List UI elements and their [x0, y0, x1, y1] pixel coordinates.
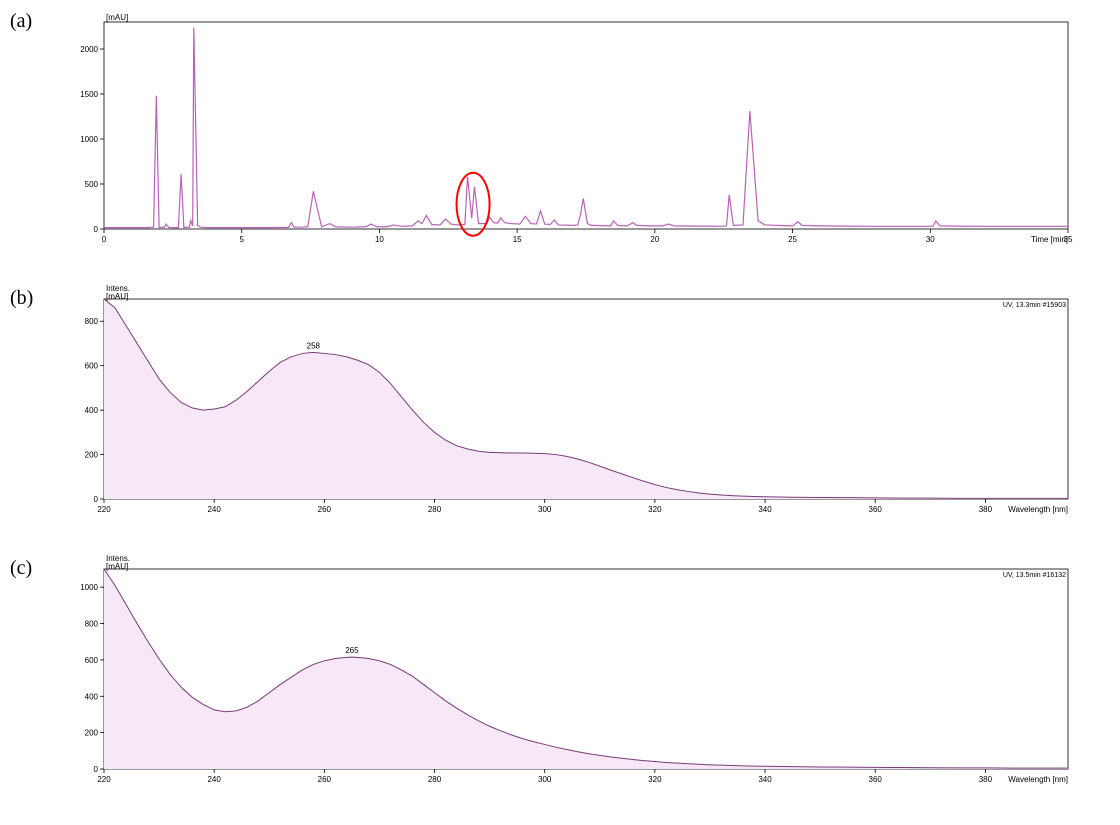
panel-a-chart: 050010001500200005101520253035[mAU]Time … [58, 8, 1078, 253]
svg-text:600: 600 [85, 362, 99, 371]
svg-text:260: 260 [318, 505, 332, 514]
svg-text:UV, 13.5min #16132: UV, 13.5min #16132 [1003, 572, 1066, 579]
svg-text:320: 320 [648, 505, 662, 514]
svg-text:1000: 1000 [80, 135, 98, 144]
svg-text:360: 360 [869, 775, 883, 784]
svg-text:400: 400 [85, 406, 99, 415]
svg-text:360: 360 [869, 505, 883, 514]
svg-text:20: 20 [650, 235, 659, 244]
svg-text:0: 0 [94, 225, 99, 234]
svg-text:500: 500 [85, 180, 99, 189]
panel-a: (a) 050010001500200005101520253035[mAU]T… [10, 8, 1078, 253]
chromatogram-figure: (a) 050010001500200005101520253035[mAU]T… [0, 0, 1120, 825]
svg-text:280: 280 [428, 505, 442, 514]
panel-c-chart: 0 200 400 600 800 1000 220 240 260 280 300 320 340 36… [58, 555, 1078, 793]
svg-text:30: 30 [926, 235, 935, 244]
svg-text:0: 0 [94, 495, 99, 504]
svg-text:220: 220 [97, 505, 111, 514]
svg-text:2000: 2000 [80, 45, 98, 54]
svg-text:10: 10 [375, 235, 384, 244]
panel-a-label: (a) [10, 8, 58, 33]
svg-text:240: 240 [207, 775, 221, 784]
svg-text:200: 200 [85, 451, 99, 460]
svg-text:240: 240 [207, 505, 221, 514]
svg-text:1500: 1500 [80, 90, 98, 99]
panel-c: (c) 0 200 400 600 800 1000 220 240 260 280 300 320 3… [10, 555, 1078, 793]
svg-text:1000: 1000 [80, 583, 98, 592]
uv-spectrum-c-svg: 0 200 400 600 800 1000 220 240 260 280 300 320 340 36… [58, 555, 1078, 793]
panel-b-label: (b) [10, 285, 58, 310]
svg-text:220: 220 [97, 775, 111, 784]
svg-text:600: 600 [85, 656, 99, 665]
svg-text:258: 258 [307, 341, 321, 350]
svg-text:200: 200 [85, 729, 99, 738]
svg-text:5: 5 [239, 235, 244, 244]
svg-text:UV, 13.3min #15903: UV, 13.3min #15903 [1003, 302, 1066, 309]
svg-text:280: 280 [428, 775, 442, 784]
svg-text:265: 265 [345, 646, 359, 655]
svg-text:800: 800 [85, 620, 99, 629]
svg-text:300: 300 [538, 775, 552, 784]
svg-text:[mAU]: [mAU] [106, 292, 128, 301]
panel-b: (b) 0 200 400 600 800 220 240 260 280 300 320 340 36… [10, 285, 1078, 523]
panel-b-chart: 0 200 400 600 800 220 240 260 280 300 320 340 360 380… [58, 285, 1078, 523]
svg-text:Wavelength [nm]: Wavelength [nm] [1008, 775, 1068, 784]
svg-text:320: 320 [648, 775, 662, 784]
svg-text:300: 300 [538, 505, 552, 514]
svg-text:[mAU]: [mAU] [106, 562, 128, 571]
chromatogram-svg: 050010001500200005101520253035[mAU]Time … [58, 8, 1078, 253]
svg-text:Time [min]: Time [min] [1031, 235, 1068, 244]
svg-text:340: 340 [758, 505, 772, 514]
svg-text:800: 800 [85, 317, 99, 326]
svg-text:400: 400 [85, 692, 99, 701]
svg-text:0: 0 [102, 235, 107, 244]
svg-text:0: 0 [94, 765, 99, 774]
svg-text:[mAU]: [mAU] [106, 13, 128, 22]
svg-text:260: 260 [318, 775, 332, 784]
svg-text:380: 380 [979, 505, 993, 514]
uv-spectrum-b-svg: 0 200 400 600 800 220 240 260 280 300 320 340 360 380… [58, 285, 1078, 523]
panel-c-label: (c) [10, 555, 58, 580]
svg-text:380: 380 [979, 775, 993, 784]
svg-text:340: 340 [758, 775, 772, 784]
svg-text:25: 25 [788, 235, 797, 244]
svg-text:15: 15 [513, 235, 522, 244]
svg-text:Wavelength [nm]: Wavelength [nm] [1008, 505, 1068, 514]
